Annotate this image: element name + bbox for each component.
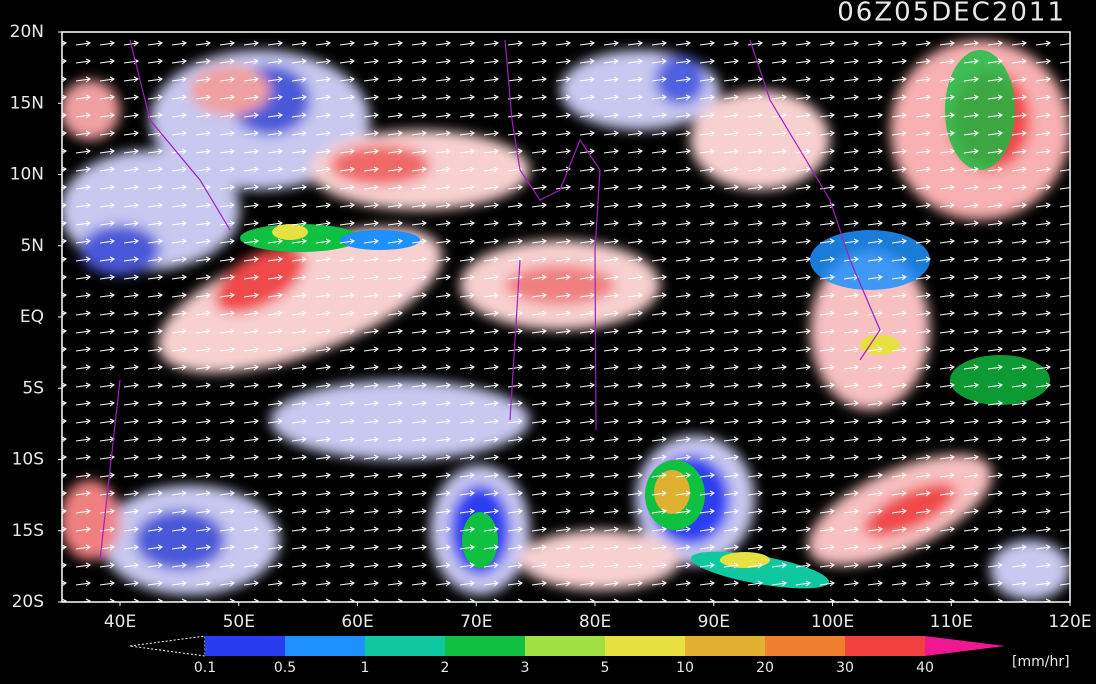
lon-label: 60E: [341, 612, 373, 632]
lon-label: 100E: [811, 612, 854, 632]
colorbar-segment: [525, 636, 605, 656]
colorbar-label: 20: [756, 660, 774, 676]
map-field: [62, 32, 1070, 602]
map-title: 06Z05DEC2011: [837, 0, 1066, 28]
colorbar-over: [925, 636, 1005, 656]
lat-label: 15N: [10, 93, 44, 113]
colorbar-label: 0.5: [274, 660, 296, 676]
lat-label: 10S: [12, 450, 44, 470]
colorbar-segment: [605, 636, 685, 656]
colorbar-label: 30: [836, 660, 854, 676]
colorbar-label: 2: [441, 660, 450, 676]
colorbar-unit: [mm/hr]: [1012, 654, 1070, 670]
coastlines: [99, 39, 881, 561]
lat-label: 10N: [10, 165, 44, 185]
lat-label: EQ: [20, 307, 44, 327]
colorbar-under: [129, 635, 206, 657]
lon-label: 110E: [930, 612, 973, 632]
lon-label: 40E: [104, 612, 136, 632]
colorbar-label: 1: [361, 660, 370, 676]
colorbar: [mm/hr] 0.1 0.5 1 2 3 5 10 20 30 40: [129, 635, 1070, 676]
colorbar-segment: [845, 636, 925, 656]
lat-label: 5N: [20, 236, 44, 256]
colorbar-segment: [365, 636, 445, 656]
lon-label: 120E: [1048, 612, 1091, 632]
lon-label: 70E: [460, 612, 492, 632]
lat-label: 5S: [22, 378, 44, 398]
lat-labels: 20N 15N 10N 5N EQ 5S 10S 15S 20S: [10, 22, 62, 612]
colorbar-label: 5: [601, 660, 610, 676]
wind-vectors: [62, 32, 1070, 602]
colorbar-segment: [205, 636, 285, 656]
lat-label: 20S: [12, 592, 44, 612]
lon-labels: 40E 50E 60E 70E 80E 90E 100E 110E 120E: [104, 602, 1092, 632]
lat-label: 20N: [10, 22, 44, 42]
colorbar-label: 40: [916, 660, 934, 676]
lon-label: 50E: [223, 612, 255, 632]
colorbar-segment: [445, 636, 525, 656]
colorbar-segment: [685, 636, 765, 656]
colorbar-label: 10: [676, 660, 694, 676]
lon-label: 90E: [698, 612, 730, 632]
colorbar-label: 3: [521, 660, 530, 676]
lon-label: 80E: [579, 612, 611, 632]
colorbar-label: 0.1: [194, 660, 216, 676]
lat-label: 15S: [12, 521, 44, 541]
colorbar-segment: [285, 636, 365, 656]
colorbar-segment: [765, 636, 845, 656]
